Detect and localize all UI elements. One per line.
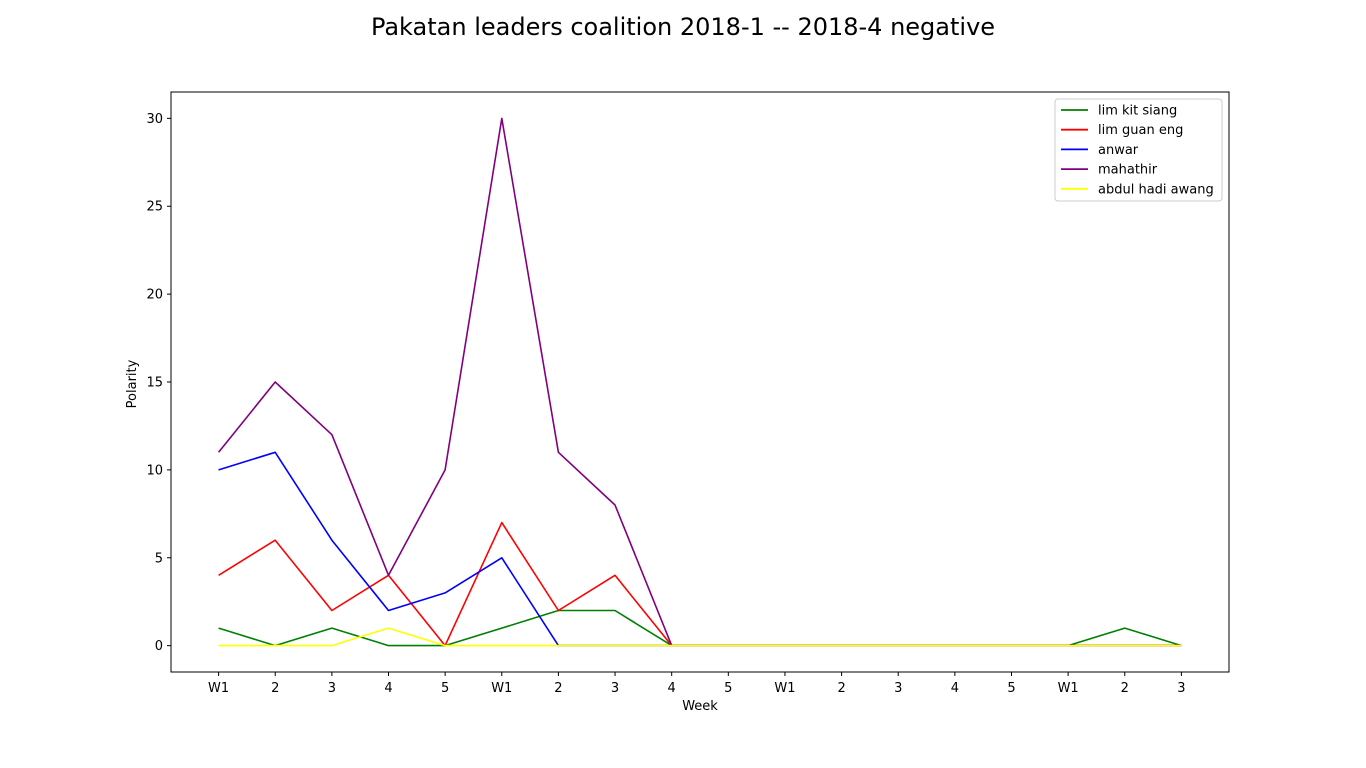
- x-tick-label: 2: [271, 681, 279, 696]
- x-tick-label: 3: [1177, 681, 1185, 696]
- y-axis: 0 5 10 15 20 25 30: [146, 112, 171, 654]
- y-tick-label: 30: [146, 112, 163, 127]
- series-line-4: [218, 627, 1182, 647]
- y-axis-label: Polarity: [125, 359, 140, 408]
- series-line-2: [218, 451, 1182, 647]
- x-tick-label: 3: [611, 681, 619, 696]
- x-tick-label: 3: [328, 681, 336, 696]
- y-tick-label: 0: [155, 639, 163, 654]
- x-tick-label: W1: [208, 681, 229, 696]
- y-tick-label: 20: [146, 288, 163, 303]
- x-tick-label: 2: [837, 681, 845, 696]
- y-tick-label: 25: [146, 200, 163, 215]
- series-line-3: [217, 117, 1182, 647]
- x-tick-label: 2: [554, 681, 562, 696]
- x-tick-label: 4: [384, 681, 392, 696]
- legend-label: mahathir: [1098, 163, 1158, 178]
- legend-box: [1054, 98, 1223, 202]
- x-axis: W1 2 3 4 5 W1 2 3 4 5 W1 2 3 4 5 W1 2 3: [208, 672, 1186, 696]
- x-tick-label: 5: [1007, 681, 1015, 696]
- y-tick-label: 15: [146, 376, 163, 391]
- chart-title: Pakatan leaders coalition 2018-1 -- 2018…: [371, 13, 995, 41]
- x-tick-label: 4: [951, 681, 959, 696]
- legend-label: lim kit siang: [1098, 104, 1177, 119]
- x-tick-label: 5: [441, 681, 449, 696]
- series-line-0: [218, 609, 1182, 647]
- x-tick-label: W1: [491, 681, 512, 696]
- x-tick-label: 5: [724, 681, 732, 696]
- x-axis-label: Week: [682, 699, 718, 714]
- x-tick-label: W1: [1058, 681, 1079, 696]
- x-tick-label: 2: [1121, 681, 1129, 696]
- legend: lim kit siang lim guan eng anwar mahathir ab…: [1054, 98, 1223, 202]
- y-tick-label: 5: [155, 551, 163, 566]
- y-tick-label: 10: [146, 463, 163, 478]
- x-tick-label: 4: [668, 681, 676, 696]
- legend-label: abdul hadi awang: [1098, 182, 1214, 197]
- x-tick-label: 3: [894, 681, 902, 696]
- series-line-1: [218, 521, 1182, 647]
- series-lines: [217, 117, 1182, 647]
- legend-label: lim guan eng: [1098, 123, 1183, 138]
- x-tick-label: W1: [774, 681, 795, 696]
- legend-label: anwar: [1098, 143, 1139, 158]
